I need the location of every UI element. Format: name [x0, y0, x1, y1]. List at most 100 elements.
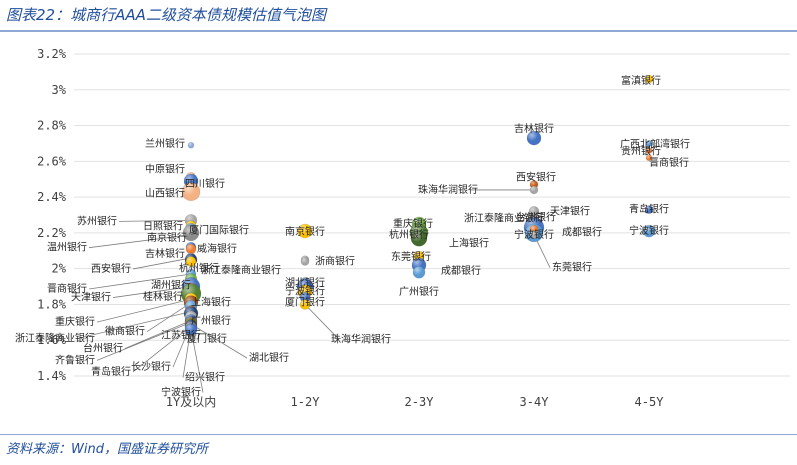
bubble-label: 吉林银行 — [514, 122, 554, 135]
y-tick-label: 1.4% — [37, 369, 67, 383]
bubble-highlight — [183, 224, 199, 241]
bubble-label: 江苏银行 — [161, 328, 201, 341]
bubble-label: 绍兴银行 — [185, 371, 225, 384]
bubble-label: 成都银行 — [441, 264, 481, 277]
y-tick-label: 2.6% — [37, 154, 67, 168]
bubble-label: 珠海华润银行 — [418, 183, 478, 196]
bubble-label: 东莞银行 — [391, 250, 431, 263]
bubble-label: 桂林银行 — [143, 290, 183, 303]
bubble-label: 东莞银行 — [552, 261, 592, 274]
leader-line — [190, 329, 204, 393]
bubble-label: 中原银行 — [145, 162, 185, 175]
bubble-highlight — [645, 205, 653, 214]
bubble-highlight — [298, 224, 312, 239]
leader-line — [132, 257, 192, 270]
bubble-label: 长沙银行 — [131, 360, 171, 373]
bubble-label: 广州银行 — [399, 285, 439, 298]
leader-line — [88, 234, 192, 249]
leader-line — [132, 325, 192, 373]
bubble-label: 成都银行 — [562, 225, 602, 238]
x-tick-label: 2-3Y — [405, 395, 435, 409]
bubble-label: 四川银行 — [185, 177, 225, 190]
bubble-highlight — [646, 140, 652, 147]
bubble-label: 苏州银行 — [77, 214, 117, 227]
bubble-label: 天津银行 — [550, 204, 590, 217]
bubble-label: 厦门国际银行 — [189, 223, 249, 236]
bubble-label: 青岛银行 — [91, 365, 131, 378]
grid-lines — [74, 53, 790, 377]
bubble-highlight — [411, 230, 427, 247]
bubble-label: 湖北银行 — [249, 351, 289, 364]
bubble-highlight — [186, 243, 196, 254]
bubble-label: 富滇银行 — [621, 74, 661, 87]
bubble-label: 天津银行 — [71, 291, 111, 304]
bubble-label: 晋商银行 — [649, 156, 689, 169]
bubble-label: 贵州银行 — [621, 145, 661, 158]
bubble-label: 广西北部湾银行 — [620, 137, 690, 150]
leader-line — [190, 323, 248, 359]
bubble-highlight — [529, 206, 539, 217]
bubble-label: 珠海华润银行 — [331, 332, 391, 345]
bubble-label: 南京银行 — [147, 231, 187, 244]
bubble-highlight — [645, 75, 653, 84]
leader-line — [182, 327, 192, 378]
y-tick-label: 2.8% — [37, 119, 67, 133]
bubble-label: 山西银行 — [145, 187, 185, 200]
leader-line — [124, 320, 192, 349]
leader-line — [304, 304, 340, 340]
bubble-label: 宁波银行 — [514, 228, 554, 241]
axis-ticks: 1.4% 1.6% 1.8% 2% 2.2% 2.4% 2.6% 2.8% 3% 3.2% 1Y及以… — [37, 47, 664, 409]
leader-line — [76, 311, 192, 339]
bubble-highlight — [527, 131, 541, 146]
y-tick-label: 1.8% — [37, 297, 67, 311]
bubble-label: 日照银行 — [143, 220, 183, 233]
bubble-label: 宁波银行 — [629, 224, 669, 237]
leader-line — [96, 298, 192, 323]
x-tick-label: 1Y及以内 — [166, 395, 216, 409]
bubbles — [180, 74, 656, 336]
bubble-highlight — [646, 154, 652, 161]
bubble-highlight — [301, 257, 309, 266]
bubble-label: 重庆银行 — [393, 217, 433, 230]
bubble-label: 晋商银行 — [47, 282, 87, 295]
bubble-label: 广州银行 — [191, 314, 231, 327]
leader-line — [88, 273, 192, 290]
y-tick-label: 2.4% — [37, 190, 67, 204]
title-rule — [0, 30, 797, 32]
bubble-highlight — [643, 225, 655, 238]
bubble-highlight — [182, 182, 200, 201]
bubble-label: 温州银行 — [47, 241, 87, 254]
bubble-label: 台州银行 — [516, 210, 556, 223]
y-tick-label: 3.2% — [37, 47, 67, 61]
bubble-label: 齐鲁银行 — [55, 353, 95, 366]
y-tick-label: 2.2% — [37, 226, 67, 240]
bubble-label: 厦门银行 — [285, 295, 325, 308]
y-tick-label: 2% — [52, 262, 67, 276]
bubble-highlight — [188, 142, 194, 149]
bubble-label: 西安银行 — [91, 262, 131, 275]
bubble-label: 徽商银行 — [105, 325, 145, 338]
bubble-highlight — [185, 323, 197, 336]
bubble-highlight — [300, 292, 310, 303]
bubble-highlight — [300, 299, 310, 310]
x-tick-label: 1-2Y — [291, 395, 321, 409]
bubble-label: 重庆银行 — [55, 315, 95, 328]
source-note: 资料来源：Wind，国盛证券研究所 — [6, 442, 208, 457]
bubble-label: 浙江泰隆商业银行 — [15, 332, 95, 345]
bubble-label: 西安银行 — [516, 171, 556, 184]
leader-lines — [76, 189, 551, 393]
bubble-label: 上海银行 — [191, 296, 231, 309]
bubble-highlight — [413, 266, 425, 279]
bubble-label: 兰州银行 — [145, 137, 185, 150]
bubble-label: 宁波银行 — [161, 385, 201, 398]
x-tick-label: 3-4Y — [520, 395, 550, 409]
bubble-highlight — [530, 185, 538, 194]
y-tick-label: 1.6% — [37, 333, 67, 347]
bubble-label: 青岛银行 — [629, 203, 669, 216]
bubble-label: 湖州银行 — [151, 278, 191, 291]
bubble-label: 湖北银行 — [285, 276, 325, 289]
bubble-label: 上海银行 — [449, 236, 489, 249]
bubble-label: 台州银行 — [83, 342, 123, 355]
bubble-label: 浙江泰隆商业银行 — [464, 212, 544, 225]
